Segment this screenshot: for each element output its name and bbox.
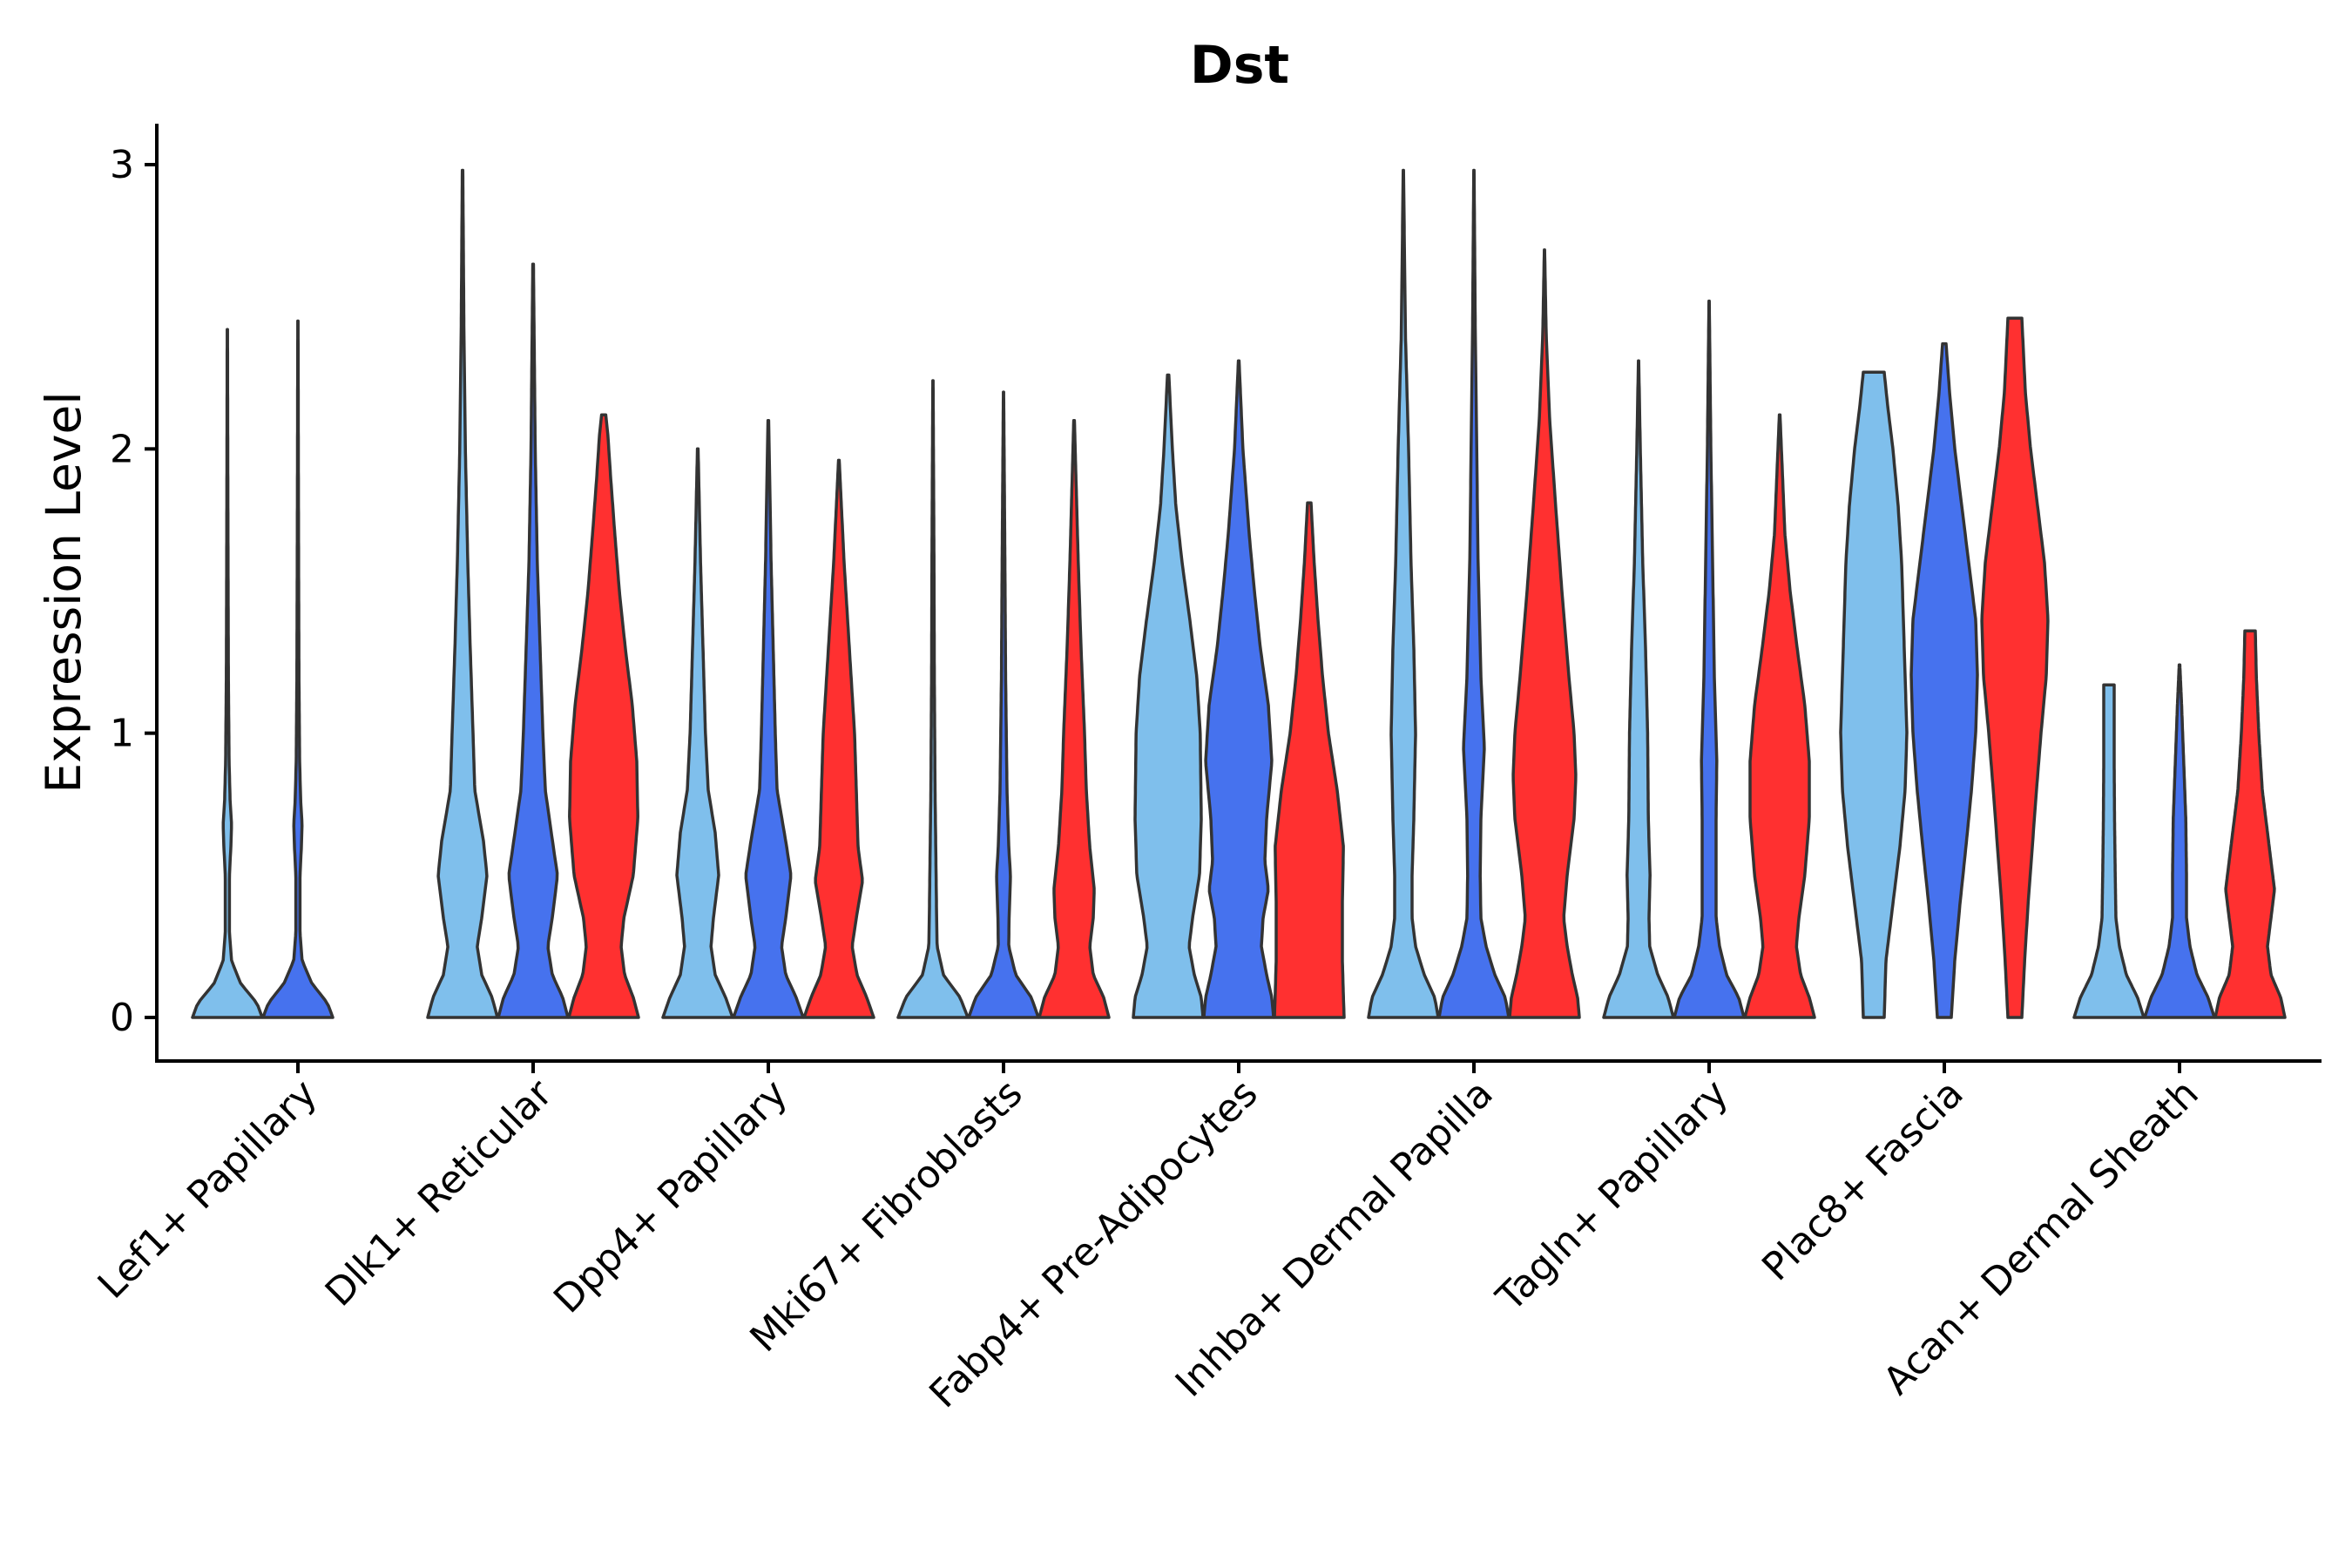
violin-8-1 xyxy=(2143,663,2216,1019)
y-tick-label: 2 xyxy=(110,427,134,471)
violin-8-0 xyxy=(2072,683,2146,1019)
violin-0-1 xyxy=(261,319,335,1019)
violin-2-2 xyxy=(802,458,875,1019)
violin-2-0 xyxy=(661,447,734,1019)
violin-7-1 xyxy=(1909,341,1979,1019)
violin-4-0 xyxy=(1132,373,1205,1019)
violin-5-0 xyxy=(1367,168,1440,1019)
violin-8-2 xyxy=(2213,629,2287,1019)
violin-3-0 xyxy=(896,379,970,1019)
x-tick-label: Lef1+ Papillary xyxy=(90,1071,326,1308)
violin-5-1 xyxy=(1437,168,1511,1019)
y-tick-label: 0 xyxy=(110,996,134,1040)
x-tick-label: Plac8+ Fascia xyxy=(1754,1071,1972,1290)
y-tick-label: 3 xyxy=(110,143,134,187)
violin-2-1 xyxy=(732,418,805,1019)
violin-0-0 xyxy=(191,328,264,1019)
violin-6-2 xyxy=(1743,413,1816,1019)
violin-6-1 xyxy=(1673,299,1746,1019)
y-tick-label: 1 xyxy=(110,712,134,756)
violin-7-2 xyxy=(1980,316,2050,1019)
violin-5-2 xyxy=(1508,248,1581,1019)
violin-6-0 xyxy=(1602,359,1675,1019)
violins-layer xyxy=(191,168,2287,1019)
x-tick-label: Dlk1+ Reticular xyxy=(317,1071,562,1315)
x-tick-label: Tagln+ Papillary xyxy=(1488,1071,1737,1321)
violin-1-0 xyxy=(426,168,499,1019)
violin-4-1 xyxy=(1202,359,1275,1019)
violin-1-2 xyxy=(567,413,640,1019)
violin-3-2 xyxy=(1037,418,1111,1019)
chart-title: Dst xyxy=(1190,35,1289,96)
y-ticks: 0 1 2 3 xyxy=(110,143,157,1040)
violin-4-2 xyxy=(1273,501,1346,1019)
x-tick-label: Dpp4+ Papillary xyxy=(545,1071,796,1322)
violin-7-0 xyxy=(1839,370,1909,1019)
violin-1-1 xyxy=(497,262,570,1019)
y-axis-label: Expression Level xyxy=(36,391,91,793)
violin-3-1 xyxy=(967,390,1040,1019)
